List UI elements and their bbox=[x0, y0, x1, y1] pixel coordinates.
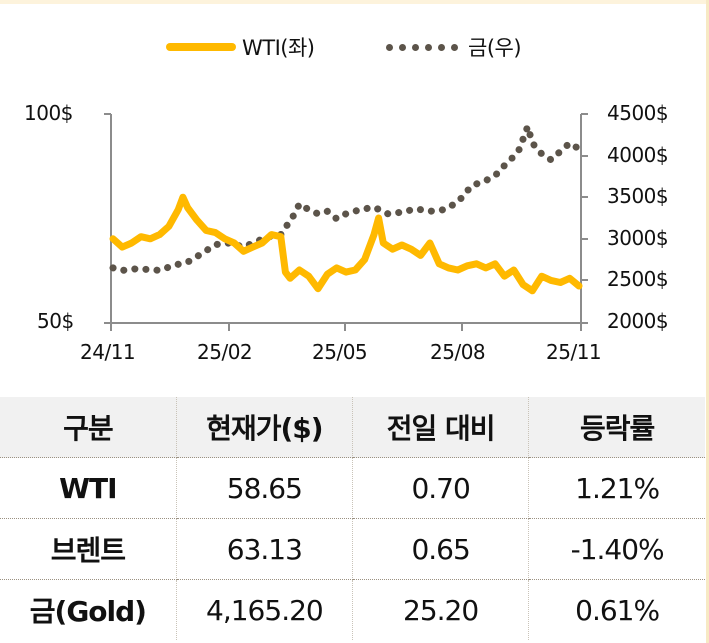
table-header-row: 구분 현재가($) 전일 대비 등락률 bbox=[0, 397, 705, 458]
gold-series-line bbox=[109, 115, 583, 274]
chart-legend: WTI(좌) 금(우) bbox=[0, 30, 709, 64]
x-axis-tick: 24/11 bbox=[80, 340, 136, 364]
x-axis-tick: 25/02 bbox=[197, 340, 253, 364]
left-axis-tick-min: 50$ bbox=[37, 309, 74, 333]
right-axis-tick: 4500$ bbox=[607, 101, 669, 125]
cell-change: 0.65 bbox=[352, 518, 530, 580]
cell-rate: -1.40% bbox=[528, 518, 705, 580]
x-axis-tick: 25/08 bbox=[430, 340, 486, 364]
right-border bbox=[706, 0, 709, 643]
table-row: WTI 58.65 0.70 1.21% bbox=[0, 457, 705, 519]
axes bbox=[104, 113, 588, 331]
gold-dotted-swatch-icon bbox=[386, 43, 458, 51]
dual-axis-line-chart bbox=[104, 113, 588, 331]
wti-line-swatch-icon bbox=[166, 43, 236, 51]
right-axis-tick: 4000$ bbox=[607, 143, 669, 167]
header-current-price: 현재가($) bbox=[176, 397, 354, 458]
cell-rate: 1.21% bbox=[528, 457, 705, 519]
header-category: 구분 bbox=[0, 397, 177, 458]
header-change: 전일 대비 bbox=[352, 397, 530, 458]
cell-price: 58.65 bbox=[176, 457, 354, 519]
cell-change: 0.70 bbox=[352, 457, 530, 519]
table-row: 금(Gold) 4,165.20 25.20 0.61% bbox=[0, 579, 705, 640]
row-name-brent: 브렌트 bbox=[0, 518, 177, 580]
header-change-rate: 등락률 bbox=[528, 397, 705, 458]
right-axis-tick: 3000$ bbox=[607, 226, 669, 250]
x-axis-tick: 25/11 bbox=[546, 340, 602, 364]
wti-series-line bbox=[109, 193, 583, 295]
row-name-wti: WTI bbox=[0, 457, 177, 519]
right-axis-tick: 2500$ bbox=[607, 267, 669, 291]
top-border bbox=[0, 0, 709, 4]
legend-label-gold: 금(우) bbox=[468, 36, 522, 60]
left-axis-tick-max: 100$ bbox=[24, 101, 73, 125]
legend-item-wti: WTI(좌) bbox=[166, 30, 315, 64]
table-row: 브렌트 63.13 0.65 -1.40% bbox=[0, 518, 705, 580]
cell-rate: 0.61% bbox=[575, 593, 660, 627]
legend-item-gold: 금(우) bbox=[386, 30, 522, 64]
right-axis-tick: 3500$ bbox=[607, 184, 669, 208]
cell-price: 63.13 bbox=[176, 518, 354, 580]
cell-price: 4,165.20 bbox=[176, 579, 354, 640]
right-axis-tick: 2000$ bbox=[607, 309, 669, 333]
x-axis-tick: 25/05 bbox=[312, 340, 368, 364]
price-table: 구분 현재가($) 전일 대비 등락률 WTI 58.65 0.70 1.21%… bbox=[0, 397, 705, 640]
legend-label-wti: WTI(좌) bbox=[242, 36, 315, 60]
row-name-gold: 금(Gold) bbox=[0, 579, 177, 640]
cell-change: 25.20 bbox=[352, 579, 530, 640]
